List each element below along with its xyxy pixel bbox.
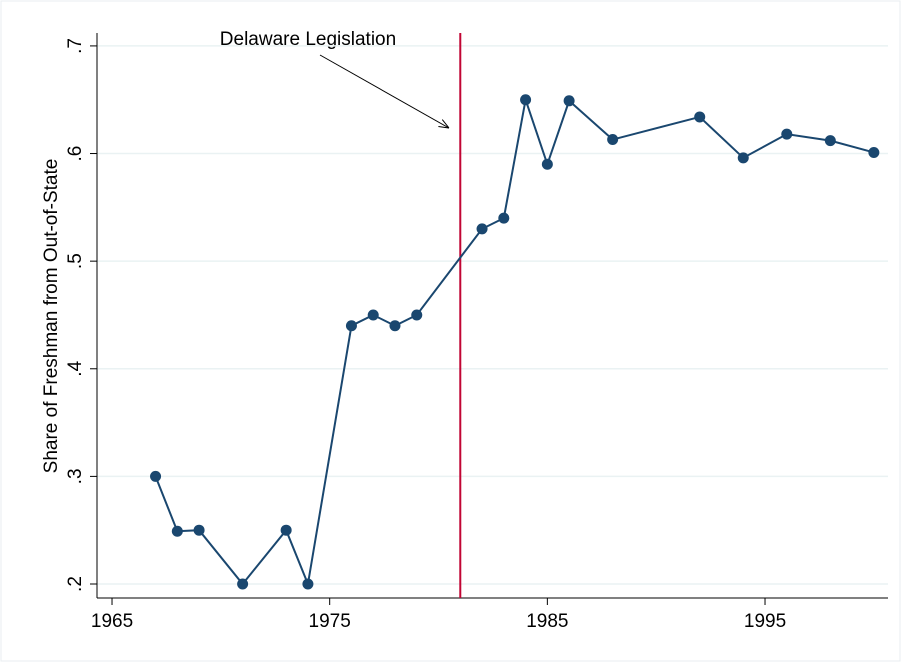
y-tick-label: .2	[65, 576, 86, 592]
point	[237, 578, 249, 590]
point	[781, 128, 793, 140]
series-line	[154, 95, 875, 588]
point	[171, 525, 183, 537]
point	[541, 158, 553, 170]
annotation-arrow	[319, 54, 449, 128]
x-tick-label: 1965	[91, 611, 133, 632]
y-tick-label: .4	[65, 360, 86, 376]
annotation: Delaware Legislation	[220, 29, 396, 50]
point	[193, 524, 205, 536]
point	[389, 320, 401, 332]
y-tick-label: .3	[65, 468, 86, 484]
point	[150, 470, 162, 482]
point	[520, 94, 532, 106]
x-tick-label: 1985	[526, 611, 568, 632]
x-tick-label: 1995	[744, 611, 786, 632]
point	[411, 309, 423, 321]
point	[824, 135, 836, 147]
point	[367, 309, 379, 321]
x-tick-label: 1975	[309, 611, 351, 632]
point	[345, 320, 357, 332]
point	[280, 524, 292, 536]
point	[498, 212, 510, 224]
point	[563, 95, 575, 107]
point	[737, 152, 749, 164]
y-tick-label: .5	[65, 253, 86, 269]
y-axis-title: Share of Freshman from Out-of-State	[41, 159, 62, 474]
point	[694, 111, 706, 123]
y-tick-label: .7	[65, 38, 86, 54]
point	[868, 146, 880, 158]
point	[476, 223, 488, 235]
point	[607, 134, 619, 146]
y-tick-label: .6	[65, 146, 86, 162]
point	[302, 578, 314, 590]
